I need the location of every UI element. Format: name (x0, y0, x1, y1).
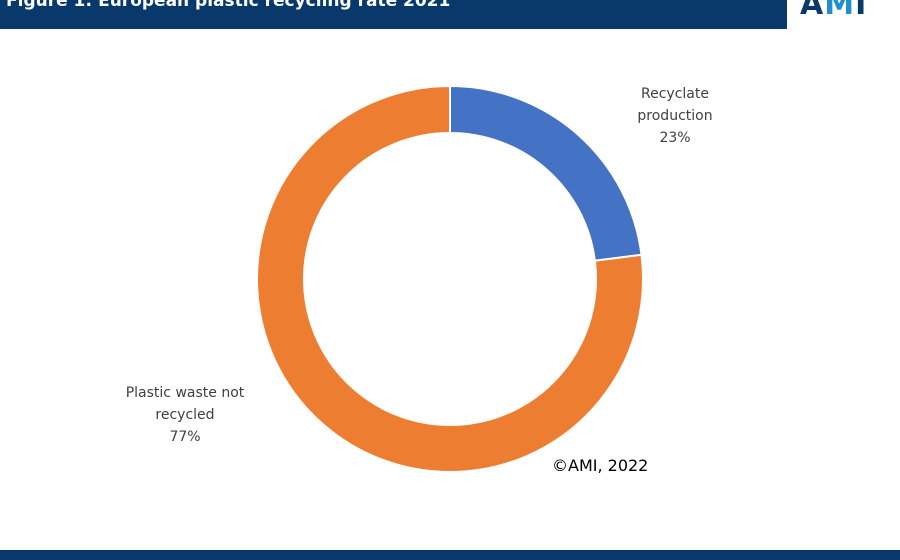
slice-value-label: 77% (169, 429, 201, 445)
copyright-text: ©AMI, 2022 (552, 456, 649, 475)
logo-letter-m: M (824, 0, 856, 18)
slice-label-line: production (637, 108, 713, 124)
footer-bar (0, 550, 900, 560)
slice-label-line: Plastic waste not (125, 385, 245, 401)
slice-value-label: 23% (659, 130, 691, 146)
slice-label-recyclate: Recyclate production 23% (615, 83, 735, 149)
ami-logo: AMI (800, 0, 890, 18)
donut-slice-waste (256, 84, 644, 473)
slice-label-waste: Plastic waste not recycled 77% (110, 382, 260, 448)
logo-letter-a: A (800, 0, 825, 18)
slice-label-line: Recyclate (641, 86, 709, 102)
logo-text: AMI (800, 0, 867, 18)
donut-slice-recyclate (449, 84, 643, 262)
donut-chart (256, 84, 644, 473)
slice-label-line: recycled (155, 407, 215, 423)
header-bar: Figure 1: European plastic recycling rat… (0, 0, 787, 29)
logo-letter-i: I (855, 0, 868, 18)
chart-title: Figure 1: European plastic recycling rat… (6, 0, 451, 11)
